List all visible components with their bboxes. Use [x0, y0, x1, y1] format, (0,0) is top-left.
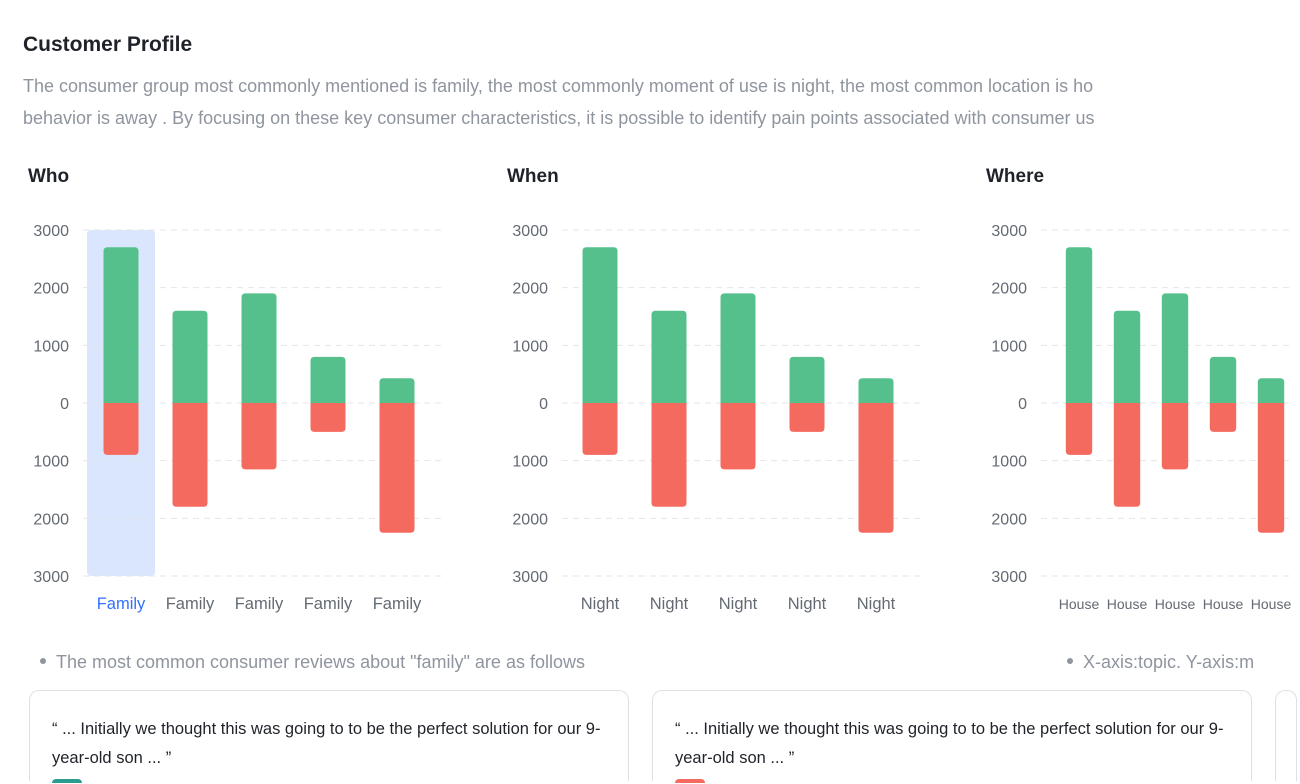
x-tick-label[interactable]: Night [581, 595, 620, 613]
positive-bar[interactable] [858, 378, 894, 403]
axis-note-text: X-axis:topic. Y-axis:m [1083, 652, 1255, 672]
chart-who: 3000 2000 1000 0 1000 2000 3000 Family Family Fam… [23, 160, 483, 630]
y-tick-label: 3000 [512, 223, 548, 240]
chart-title: Who [28, 166, 70, 187]
y-tick-label: 1000 [991, 454, 1027, 471]
y-tick-label: 0 [539, 396, 548, 413]
y-tick-label: 3000 [33, 569, 69, 586]
chart-svg: 3000 2000 1000 0 1000 2000 3000 Family Family Fam… [33, 223, 443, 613]
negative-bar[interactable] [1161, 403, 1189, 470]
review-quote: “ ... Initially we thought this was goin… [675, 720, 1224, 767]
positive-bar[interactable] [720, 293, 756, 403]
positive-bar[interactable] [172, 310, 208, 403]
negative-bar[interactable] [789, 403, 825, 432]
y-tick-label: 3000 [991, 569, 1027, 586]
x-tick-label[interactable]: House [1203, 596, 1244, 612]
positive-bar[interactable] [1209, 356, 1237, 403]
review-card[interactable]: “ ... Initially we thought this was goin… [29, 690, 629, 783]
reviews-heading-text: The most common consumer reviews about "… [56, 652, 585, 672]
x-tick-label[interactable]: House [1059, 596, 1100, 612]
chart-when: 3000 2000 1000 0 1000 2000 3000 Night Night Night… [502, 160, 962, 630]
positive-bar[interactable] [310, 356, 346, 403]
y-tick-label: 0 [60, 396, 69, 413]
x-tick-label[interactable]: Night [788, 595, 827, 613]
positive-bar[interactable] [1113, 310, 1141, 403]
x-tick-label[interactable]: Family [97, 595, 146, 613]
x-tick-label[interactable]: House [1155, 596, 1196, 612]
section-title: Customer Profile [23, 33, 193, 56]
negative-bar[interactable] [241, 403, 277, 470]
review-card-partial[interactable] [1275, 690, 1297, 781]
positive-bar[interactable] [789, 356, 825, 403]
axis-note: X-axis:topic. Y-axis:m [1067, 652, 1295, 673]
positive-bar[interactable] [379, 378, 415, 403]
chart-where: 3000 2000 1000 0 1000 2000 3000 House House House… [981, 160, 1296, 630]
y-tick-label: 2000 [33, 511, 69, 528]
positive-bar[interactable] [582, 247, 618, 403]
positive-bar[interactable] [1161, 293, 1189, 403]
y-tick-label: 1000 [33, 454, 69, 471]
review-quote: “ ... Initially we thought this was goin… [52, 720, 601, 767]
x-tick-label[interactable]: Night [719, 595, 758, 613]
avatar [675, 779, 705, 783]
negative-bar[interactable] [582, 403, 618, 455]
description: The consumer group most commonly mention… [23, 70, 1288, 134]
negative-bar[interactable] [1209, 403, 1237, 432]
negative-bar[interactable] [858, 403, 894, 533]
x-tick-label[interactable]: Family [304, 595, 353, 613]
bullet-icon [40, 658, 46, 665]
chart-title: When [507, 166, 559, 187]
y-tick-label: 2000 [991, 281, 1027, 298]
avatar [52, 779, 82, 783]
negative-bar[interactable] [651, 403, 687, 507]
x-tick-label[interactable]: Night [650, 595, 689, 613]
y-tick-label: 3000 [991, 223, 1027, 240]
y-tick-label: 2000 [512, 511, 548, 528]
negative-bar[interactable] [172, 403, 208, 507]
y-tick-label: 1000 [512, 338, 548, 355]
positive-bar[interactable] [651, 310, 687, 403]
x-tick-label[interactable]: Family [166, 595, 215, 613]
x-tick-label[interactable]: Night [857, 595, 896, 613]
positive-bar[interactable] [241, 293, 277, 403]
x-tick-label[interactable]: House [1107, 596, 1148, 612]
y-tick-label: 2000 [991, 511, 1027, 528]
reviews-heading: The most common consumer reviews about "… [40, 652, 740, 673]
negative-bar[interactable] [379, 403, 415, 533]
y-tick-label: 0 [1018, 396, 1027, 413]
positive-bar[interactable] [1257, 378, 1285, 403]
positive-bar[interactable] [1065, 247, 1093, 403]
y-tick-label: 1000 [512, 454, 548, 471]
negative-bar[interactable] [720, 403, 756, 470]
x-tick-label[interactable]: Family [373, 595, 422, 613]
chart-svg: 3000 2000 1000 0 1000 2000 3000 House House House… [991, 223, 1292, 612]
chart-svg: 3000 2000 1000 0 1000 2000 3000 Night Night Night… [512, 223, 922, 613]
y-tick-label: 2000 [512, 281, 548, 298]
negative-bar[interactable] [1257, 403, 1285, 533]
y-tick-label: 2000 [33, 281, 69, 298]
negative-bar[interactable] [1113, 403, 1141, 507]
x-tick-label[interactable]: House [1251, 596, 1292, 612]
description-line-2: behavior is away . By focusing on these … [23, 108, 1095, 128]
positive-bar[interactable] [103, 247, 139, 403]
negative-bar[interactable] [103, 403, 139, 455]
description-line-1: The consumer group most commonly mention… [23, 76, 1094, 96]
y-tick-label: 1000 [33, 338, 69, 355]
negative-bar[interactable] [310, 403, 346, 432]
negative-bar[interactable] [1065, 403, 1093, 455]
y-tick-label: 3000 [33, 223, 69, 240]
y-tick-label: 1000 [991, 338, 1027, 355]
y-tick-label: 3000 [512, 569, 548, 586]
review-card[interactable]: “ ... Initially we thought this was goin… [652, 690, 1252, 783]
bullet-icon [1067, 658, 1073, 665]
chart-title: Where [986, 166, 1045, 187]
x-tick-label[interactable]: Family [235, 595, 284, 613]
